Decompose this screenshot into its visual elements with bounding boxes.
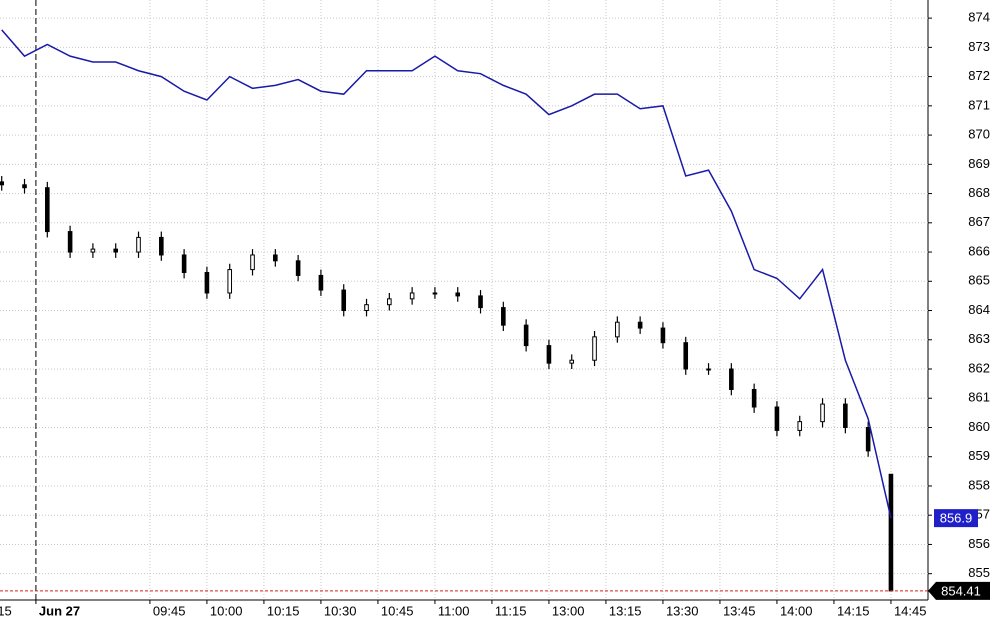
y-tick-label: 863 bbox=[968, 331, 990, 346]
line-value-label: 856.9 bbox=[940, 511, 973, 526]
y-tick-label: 859 bbox=[968, 448, 990, 463]
candle-body bbox=[820, 403, 825, 423]
candle-body bbox=[387, 298, 392, 306]
y-tick-label: 865 bbox=[968, 273, 990, 288]
candle-body bbox=[865, 426, 871, 452]
candle-body bbox=[888, 473, 894, 592]
candle-body bbox=[706, 368, 711, 371]
y-tick-label: 868 bbox=[968, 185, 990, 200]
x-tick-label: 09:45 bbox=[153, 603, 186, 618]
y-tick-label: 872 bbox=[968, 68, 990, 83]
close-value-label: 854.41 bbox=[941, 583, 981, 598]
x-tick-label: 15 bbox=[0, 603, 12, 618]
x-tick-label: 10:15 bbox=[267, 603, 300, 618]
candle-body bbox=[341, 289, 347, 312]
x-tick-label: 14:15 bbox=[837, 603, 870, 618]
candle-body bbox=[295, 260, 301, 276]
candle-body bbox=[250, 254, 255, 271]
candle-body bbox=[523, 324, 529, 347]
candle-body bbox=[546, 345, 552, 364]
x-tick-label: 14:45 bbox=[894, 603, 927, 618]
y-tick-label: 871 bbox=[968, 97, 990, 112]
candle-body bbox=[774, 406, 780, 431]
candle-body bbox=[478, 295, 483, 309]
candle-body bbox=[22, 184, 27, 189]
candle-body bbox=[204, 272, 210, 294]
candle-body bbox=[113, 248, 119, 253]
x-tick-label: 13:00 bbox=[552, 603, 585, 618]
y-tick-label: 866 bbox=[968, 243, 990, 258]
x-tick-label: 11:00 bbox=[438, 603, 470, 618]
candle-body bbox=[159, 236, 164, 256]
x-tick-label: 13:45 bbox=[723, 603, 756, 618]
candle-body bbox=[364, 304, 369, 312]
candle-body bbox=[569, 359, 575, 364]
candle-body bbox=[432, 292, 438, 295]
candle-body bbox=[67, 231, 73, 253]
candle-body bbox=[0, 181, 5, 186]
candle-body bbox=[318, 274, 324, 291]
candle-body bbox=[181, 254, 187, 274]
x-tick-label: 13:30 bbox=[666, 603, 699, 618]
y-tick-label: 855 bbox=[968, 565, 990, 580]
y-tick-label: 861 bbox=[968, 390, 990, 405]
plot-area bbox=[0, 0, 928, 600]
y-tick-label: 874 bbox=[968, 10, 990, 25]
candle-body bbox=[409, 292, 415, 300]
candle-body bbox=[683, 342, 689, 370]
line-value-badge bbox=[934, 509, 978, 528]
y-tick-label: 873 bbox=[968, 39, 990, 54]
candle-body bbox=[637, 321, 643, 329]
candle-body bbox=[136, 236, 141, 253]
x-tick-label: 13:15 bbox=[609, 603, 642, 618]
y-tick-label: 864 bbox=[968, 302, 990, 317]
candle-body bbox=[660, 327, 666, 344]
candle-body bbox=[45, 187, 50, 233]
y-tick-label: 870 bbox=[968, 127, 990, 142]
y-tick-label: 869 bbox=[968, 156, 990, 171]
y-tick-label: 862 bbox=[968, 360, 990, 375]
candle-body bbox=[273, 254, 278, 262]
candle-body bbox=[227, 269, 233, 294]
candle-body bbox=[843, 403, 848, 428]
x-tick-label: 10:45 bbox=[381, 603, 414, 618]
x-tick-label: 10:30 bbox=[324, 603, 357, 618]
y-tick-label: 867 bbox=[968, 214, 990, 229]
price-line bbox=[1, 29, 892, 519]
x-tick-label: Jun 27 bbox=[39, 603, 80, 618]
candle-body bbox=[729, 368, 734, 390]
candle-body bbox=[797, 421, 803, 431]
y-tick-label: 860 bbox=[968, 419, 990, 434]
y-tick-label: 858 bbox=[968, 477, 990, 492]
candle-body bbox=[455, 292, 461, 297]
candle-body bbox=[751, 388, 757, 408]
candle-body bbox=[501, 307, 506, 326]
x-tick-label: 10:00 bbox=[210, 603, 243, 618]
close-value-badge bbox=[928, 581, 990, 600]
x-tick-label: 14:00 bbox=[780, 603, 813, 618]
x-tick-label: 11:15 bbox=[495, 603, 527, 618]
candle-body bbox=[592, 336, 597, 361]
candle-body bbox=[615, 321, 620, 338]
y-tick-label: 856 bbox=[968, 536, 990, 551]
candle-body bbox=[90, 248, 96, 253]
